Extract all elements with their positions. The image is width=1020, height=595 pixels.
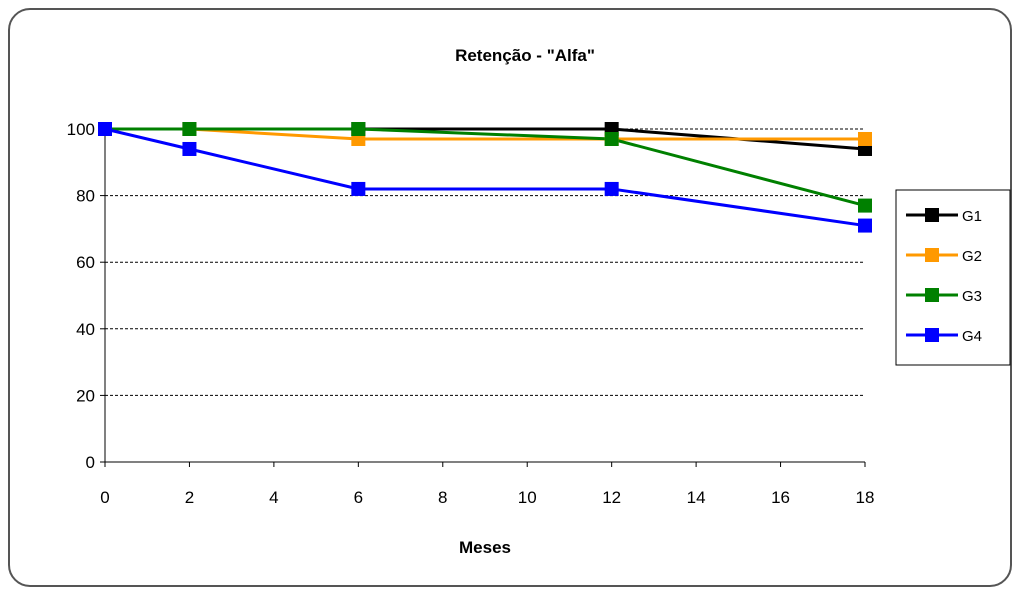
data-point-G3 (351, 122, 366, 136)
y-tick-label: 80 (76, 187, 95, 206)
series-line-G4 (104, 127, 866, 228)
x-tick-label: 0 (100, 488, 109, 507)
x-tick-label: 4 (269, 488, 278, 507)
y-tick-label: 40 (76, 320, 95, 339)
data-point-G4 (858, 218, 872, 233)
tick-labels: 0 20 40 60 80 100 0 2 4 6 8 10 12 14 16 18 (67, 120, 875, 507)
x-tick-label: 18 (856, 488, 875, 507)
y-tick-label: 100 (67, 120, 95, 139)
legend-marker-G3 (925, 288, 939, 302)
data-point-G4 (351, 181, 366, 196)
data-point-G3 (604, 131, 619, 146)
x-tick-label: 12 (602, 488, 621, 507)
legend-marker-G2 (925, 248, 939, 262)
x-tick-label: 8 (438, 488, 447, 507)
y-tick-label: 0 (86, 453, 95, 472)
data-point-G4 (182, 141, 197, 156)
y-tick-label: 60 (76, 253, 95, 272)
data-point-G4 (604, 181, 619, 196)
legend-marker-G1 (925, 208, 939, 222)
y-tick-label: 20 (76, 386, 95, 405)
axes (100, 128, 866, 467)
data-point-G4 (98, 122, 112, 136)
legend-label-G1: G1 (962, 208, 982, 225)
chart-title: Retenção - "Alfa" (455, 46, 595, 65)
data-point-G3 (858, 198, 872, 213)
legend: G1 G2 G3 G4 (895, 189, 1011, 366)
data-point-G2 (858, 131, 872, 146)
x-tick-label: 2 (185, 488, 194, 507)
x-tick-label: 16 (771, 488, 790, 507)
data-point-G3 (182, 122, 197, 136)
chart-frame (8, 8, 1012, 587)
x-axis-label: Meses (459, 538, 511, 557)
x-tick-label: 14 (687, 488, 706, 507)
legend-label-G3: G3 (962, 288, 982, 305)
x-tick-label: 6 (354, 488, 363, 507)
legend-marker-G4 (925, 328, 939, 342)
series-group (98, 122, 872, 233)
x-tick-label: 10 (518, 488, 537, 507)
legend-label-G2: G2 (962, 248, 982, 265)
legend-label-G4: G4 (962, 328, 982, 345)
grid-lines (105, 128, 865, 396)
